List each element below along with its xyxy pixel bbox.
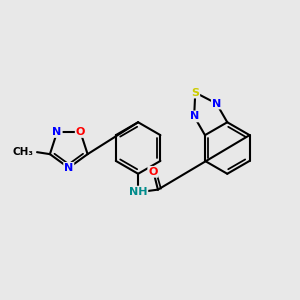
Text: O: O <box>148 167 158 177</box>
Text: N: N <box>190 111 199 122</box>
Text: CH₃: CH₃ <box>12 147 33 157</box>
Text: NH: NH <box>129 187 147 196</box>
Text: O: O <box>76 127 85 137</box>
Text: N: N <box>212 98 221 109</box>
Text: N: N <box>64 163 74 173</box>
Text: N: N <box>52 127 62 137</box>
Text: S: S <box>191 88 199 98</box>
